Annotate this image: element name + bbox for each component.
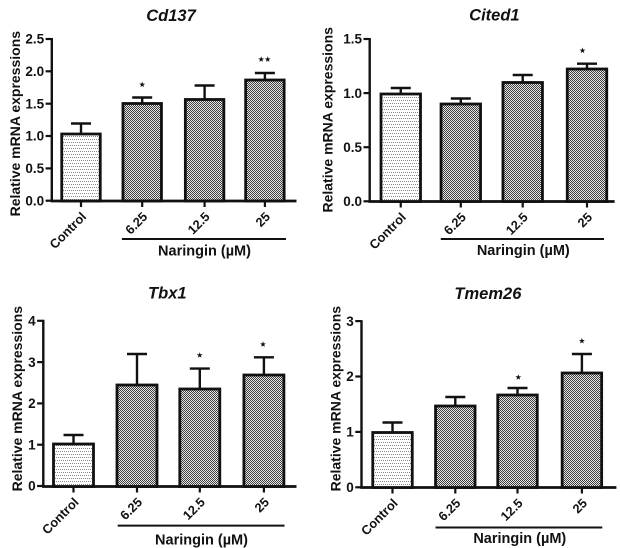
svg-text:Control: Control <box>366 210 409 253</box>
svg-text:2: 2 <box>346 369 354 384</box>
svg-text:12.5: 12.5 <box>184 209 212 237</box>
svg-text:3: 3 <box>28 355 36 370</box>
svg-text:Cd137: Cd137 <box>146 7 196 25</box>
svg-text:2.0: 2.0 <box>25 64 44 79</box>
svg-text:1: 1 <box>28 437 36 452</box>
svg-text:1.0: 1.0 <box>25 129 44 144</box>
svg-text:25: 25 <box>252 209 273 230</box>
svg-text:6.25: 6.25 <box>122 209 150 237</box>
svg-text:0.5: 0.5 <box>25 161 44 176</box>
svg-text:Relative mRNA expressions: Relative mRNA expressions <box>328 306 344 492</box>
svg-text:25: 25 <box>569 496 590 517</box>
svg-text:Relative mRNA expressions: Relative mRNA expressions <box>9 306 25 492</box>
svg-text:Tbx1: Tbx1 <box>148 284 187 302</box>
svg-text:4: 4 <box>28 314 36 329</box>
svg-text:6.25: 6.25 <box>441 210 469 238</box>
svg-text:Control: Control <box>358 496 401 539</box>
svg-text:Relative mRNA expressions: Relative mRNA expressions <box>7 31 23 217</box>
svg-text:25: 25 <box>574 210 595 231</box>
svg-text:0: 0 <box>346 480 354 495</box>
svg-text:Tmem26: Tmem26 <box>454 285 522 303</box>
svg-text:25: 25 <box>251 495 272 516</box>
svg-text:Cited1: Cited1 <box>469 6 519 24</box>
svg-text:0.0: 0.0 <box>343 194 362 209</box>
svg-text:12.5: 12.5 <box>497 496 525 524</box>
svg-text:6.25: 6.25 <box>435 496 463 524</box>
svg-text:12.5: 12.5 <box>503 210 531 238</box>
svg-text:Relative mRNA expressions: Relative mRNA expressions <box>320 27 336 213</box>
svg-text:Control: Control <box>39 495 82 538</box>
svg-text:3: 3 <box>346 314 354 329</box>
svg-text:1.5: 1.5 <box>25 96 44 111</box>
svg-text:2: 2 <box>28 396 36 411</box>
svg-text:1.0: 1.0 <box>343 86 362 101</box>
svg-text:Naringin (µM): Naringin (µM) <box>473 531 566 547</box>
svg-text:12.5: 12.5 <box>180 495 208 523</box>
svg-text:Naringin (µM): Naringin (µM) <box>477 243 570 259</box>
svg-text:Naringin (µM): Naringin (µM) <box>158 244 251 260</box>
svg-text:0.5: 0.5 <box>343 140 362 155</box>
svg-text:1.5: 1.5 <box>343 32 362 47</box>
svg-text:0: 0 <box>28 479 36 494</box>
svg-text:Naringin (µM): Naringin (µM) <box>155 532 248 548</box>
svg-text:6.25: 6.25 <box>117 495 145 523</box>
svg-text:0.0: 0.0 <box>25 193 44 208</box>
svg-text:2.5: 2.5 <box>25 32 44 47</box>
svg-text:1: 1 <box>346 425 354 440</box>
svg-text:Control: Control <box>46 209 89 252</box>
